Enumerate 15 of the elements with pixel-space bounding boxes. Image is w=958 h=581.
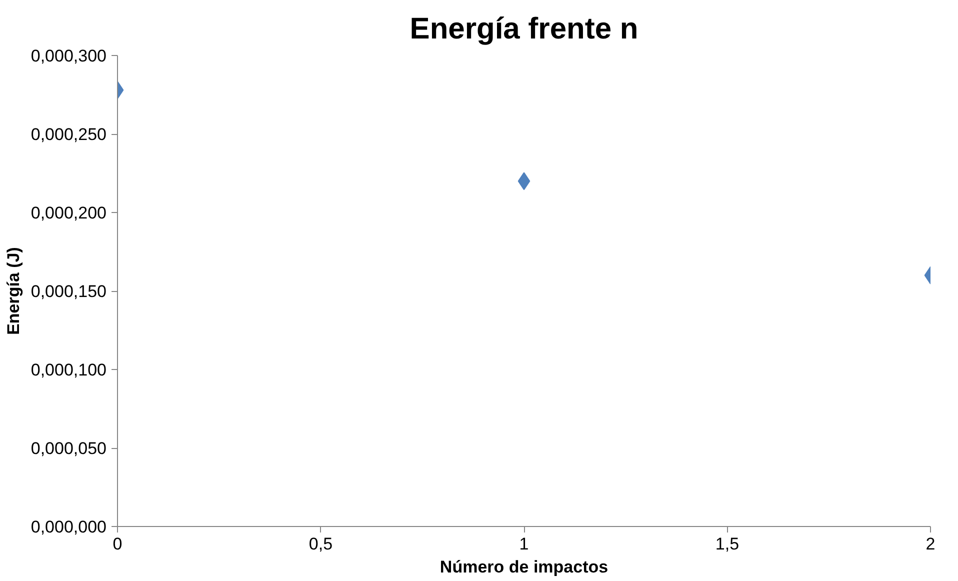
- y-tick-label: 0,000,200: [30, 204, 107, 222]
- chart-title: Energía frente n: [410, 12, 638, 46]
- y-tick-label: 0,000,000: [30, 518, 107, 536]
- y-tick-label: 0,000,100: [30, 360, 107, 380]
- y-tick-label: 0,000,050: [30, 439, 107, 458]
- y-tick-label: 0,000,150: [30, 282, 107, 301]
- x-tick-label: 0: [112, 534, 122, 554]
- y-tick-label: 0,000,300: [30, 46, 107, 66]
- y-tick-label: 0,000,250: [30, 125, 107, 144]
- x-tick-label: 1,5: [715, 534, 740, 554]
- y-axis-title: Energía (J): [4, 247, 23, 335]
- x-axis-title: Número de impactos: [440, 558, 608, 576]
- x-tick-label: 2: [926, 534, 936, 554]
- x-tick-label: 1: [519, 534, 529, 554]
- x-tick-label: 0,5: [308, 534, 333, 554]
